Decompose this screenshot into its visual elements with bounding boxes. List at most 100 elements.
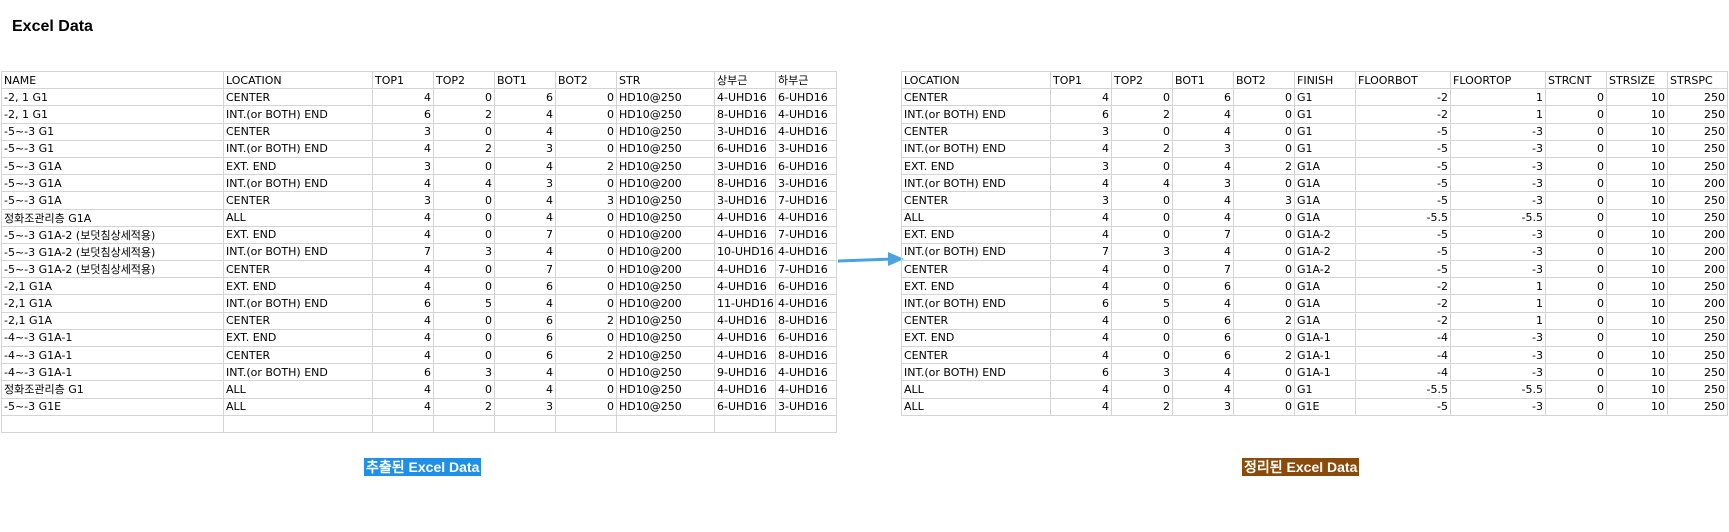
table-cell[interactable]: 0 <box>1111 311 1173 330</box>
table-cell[interactable]: 10 <box>1606 363 1668 382</box>
table-cell[interactable]: 6 <box>372 363 434 382</box>
table-cell[interactable]: -5~-3 G1A-2 (보덧침상세적용) <box>1 260 224 279</box>
table-cell[interactable]: 200 <box>1667 225 1728 244</box>
table-cell[interactable]: -4 <box>1355 363 1451 382</box>
table-cell[interactable]: -5.5 <box>1450 380 1546 399</box>
table-cell[interactable]: 4-UHD16 <box>714 260 776 279</box>
table-cell[interactable]: G1 <box>1294 139 1356 158</box>
table-cell[interactable]: 0 <box>433 328 495 348</box>
table-cell[interactable]: 0 <box>1233 242 1295 262</box>
table-cell[interactable]: 0 <box>1233 260 1295 279</box>
table-cell[interactable]: HD10@250 <box>616 277 715 296</box>
table-cell[interactable]: 1 <box>1450 294 1546 313</box>
table-cell[interactable]: 6-UHD16 <box>775 88 837 107</box>
table-cell[interactable]: 4 <box>372 328 434 348</box>
table-cell[interactable]: 4 <box>372 88 434 107</box>
table-cell[interactable]: -3 <box>1450 225 1546 244</box>
table-cell[interactable]: CENTER <box>223 122 373 141</box>
table-cell[interactable]: 7 <box>494 260 556 279</box>
table-cell[interactable]: G1A <box>1294 208 1356 227</box>
table-cell[interactable]: 6 <box>1050 105 1112 124</box>
table-cell[interactable]: HD10@250 <box>616 208 715 227</box>
table-cell[interactable]: 6 <box>1050 294 1112 313</box>
table-cell[interactable]: 0 <box>1233 294 1295 313</box>
table-cell[interactable]: 0 <box>1111 191 1173 210</box>
table-cell[interactable]: -3 <box>1450 174 1546 193</box>
table-cell[interactable]: -3 <box>1450 328 1546 348</box>
table-cell[interactable]: HD10@250 <box>616 311 715 330</box>
table-cell[interactable] <box>775 414 837 433</box>
table-cell[interactable]: 4-UHD16 <box>714 208 776 227</box>
table-cell[interactable]: 3 <box>494 139 556 158</box>
table-cell[interactable]: HD10@250 <box>616 88 715 107</box>
table-cell[interactable]: 0 <box>1233 139 1295 158</box>
table-cell[interactable]: INT.(or BOTH) END <box>223 139 373 158</box>
table-cell[interactable]: 0 <box>555 105 617 124</box>
table-cell[interactable]: 0 <box>1545 277 1607 296</box>
table-cell[interactable]: -2 <box>1355 311 1451 330</box>
table-cell[interactable]: 0 <box>1233 225 1295 244</box>
table-cell[interactable]: CENTER <box>901 122 1051 141</box>
table-cell[interactable]: 0 <box>555 277 617 296</box>
table-cell[interactable]: 3-UHD16 <box>775 174 837 193</box>
table-cell[interactable]: CENTER <box>223 345 373 365</box>
table-cell[interactable]: 0 <box>1545 363 1607 382</box>
table-cell[interactable]: 4 <box>372 397 434 416</box>
table-cell[interactable]: 1 <box>1450 105 1546 124</box>
table-cell[interactable]: 4 <box>372 260 434 279</box>
table-cell[interactable]: 4 <box>372 311 434 330</box>
column-header[interactable]: STRSPC <box>1667 70 1728 90</box>
table-cell[interactable]: 0 <box>555 363 617 382</box>
table-cell[interactable]: -5.5 <box>1450 208 1546 227</box>
table-cell[interactable]: INT.(or BOTH) END <box>901 363 1051 382</box>
table-cell[interactable]: 10-UHD16 <box>714 242 776 262</box>
table-cell[interactable]: 0 <box>1545 88 1607 107</box>
table-cell[interactable]: INT.(or BOTH) END <box>901 294 1051 313</box>
table-cell[interactable]: HD10@250 <box>616 105 715 124</box>
table-cell[interactable]: 3-UHD16 <box>775 139 837 158</box>
table-cell[interactable]: HD10@250 <box>616 156 715 176</box>
table-cell[interactable]: 0 <box>555 174 617 193</box>
table-cell[interactable]: 250 <box>1667 139 1728 158</box>
table-cell[interactable]: 0 <box>1233 397 1295 416</box>
table-cell[interactable]: 3-UHD16 <box>775 397 837 416</box>
table-cell[interactable]: 0 <box>1111 88 1173 107</box>
table-cell[interactable]: 0 <box>1111 156 1173 176</box>
table-cell[interactable]: 3 <box>433 363 495 382</box>
column-header[interactable]: FLOORTOP <box>1450 70 1546 90</box>
table-cell[interactable]: -5 <box>1355 225 1451 244</box>
table-cell[interactable]: 6 <box>1172 277 1234 296</box>
column-header[interactable]: FINISH <box>1294 70 1356 90</box>
table-cell[interactable]: 4 <box>372 139 434 158</box>
table-cell[interactable]: G1A-2 <box>1294 242 1356 262</box>
table-cell[interactable]: 0 <box>1233 277 1295 296</box>
table-cell[interactable]: 10 <box>1606 208 1668 227</box>
table-cell[interactable]: 1 <box>1450 277 1546 296</box>
table-cell[interactable]: 10 <box>1606 88 1668 107</box>
table-cell[interactable]: -4~-3 G1A-1 <box>1 328 224 348</box>
table-cell[interactable]: -3 <box>1450 363 1546 382</box>
table-cell[interactable]: EXT. END <box>223 156 373 176</box>
table-cell[interactable]: 250 <box>1667 397 1728 416</box>
table-cell[interactable]: CENTER <box>901 311 1051 330</box>
table-cell[interactable]: 6-UHD16 <box>775 277 837 296</box>
table-cell[interactable]: 2 <box>1233 156 1295 176</box>
table-cell[interactable]: 2 <box>433 105 495 124</box>
table-cell[interactable]: ALL <box>223 397 373 416</box>
table-cell[interactable]: 6-UHD16 <box>775 156 837 176</box>
table-cell[interactable]: HD10@250 <box>616 363 715 382</box>
table-cell[interactable]: 250 <box>1667 208 1728 227</box>
column-header[interactable]: BOT2 <box>1233 70 1295 90</box>
table-cell[interactable]: HD10@200 <box>616 242 715 262</box>
table-cell[interactable]: 4 <box>1172 208 1234 227</box>
table-cell[interactable]: 3 <box>494 174 556 193</box>
table-cell[interactable]: 10 <box>1606 277 1668 296</box>
table-cell[interactable]: HD10@250 <box>616 328 715 348</box>
table-cell[interactable]: 4 <box>1172 191 1234 210</box>
table-cell[interactable]: 6 <box>372 105 434 124</box>
table-cell[interactable]: 0 <box>1233 122 1295 141</box>
table-cell[interactable]: 4 <box>494 363 556 382</box>
column-header[interactable]: LOCATION <box>901 70 1051 90</box>
table-cell[interactable]: 7-UHD16 <box>775 225 837 244</box>
table-cell[interactable]: 3 <box>1050 156 1112 176</box>
